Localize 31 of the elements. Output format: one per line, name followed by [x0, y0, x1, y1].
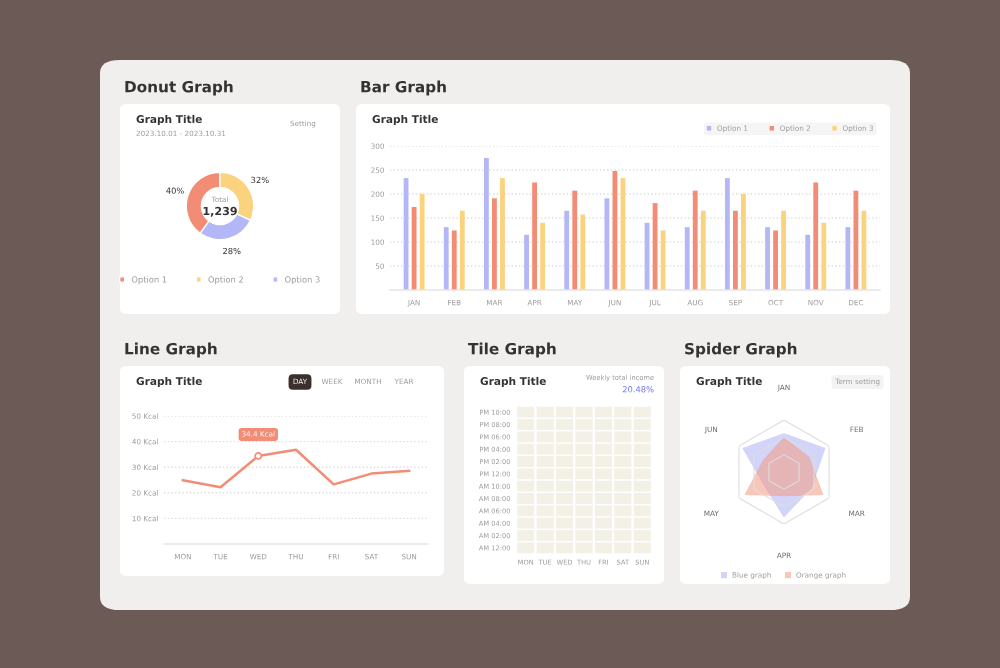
bar	[564, 210, 570, 290]
bar	[500, 178, 505, 290]
bar	[540, 222, 546, 290]
bar	[692, 190, 698, 290]
bar	[459, 210, 465, 290]
bar	[604, 198, 610, 290]
bar	[572, 190, 578, 290]
bar	[483, 158, 489, 290]
bar	[580, 214, 586, 290]
bar	[781, 210, 787, 290]
line-series	[181, 448, 411, 489]
bar	[813, 182, 819, 290]
bar	[733, 210, 738, 290]
bar	[411, 206, 417, 290]
bar	[451, 230, 457, 290]
bar	[684, 227, 690, 290]
bar	[741, 194, 746, 290]
bar	[443, 227, 449, 290]
bar	[532, 182, 537, 290]
bar	[845, 227, 851, 290]
bar	[724, 178, 730, 290]
bar	[805, 234, 811, 290]
bar	[700, 210, 706, 290]
bar	[492, 198, 497, 290]
bar	[821, 222, 827, 290]
bar	[773, 230, 778, 290]
bar	[765, 227, 770, 290]
bar	[524, 234, 529, 290]
bar	[660, 230, 666, 290]
bar	[853, 190, 859, 290]
bar	[419, 194, 425, 290]
